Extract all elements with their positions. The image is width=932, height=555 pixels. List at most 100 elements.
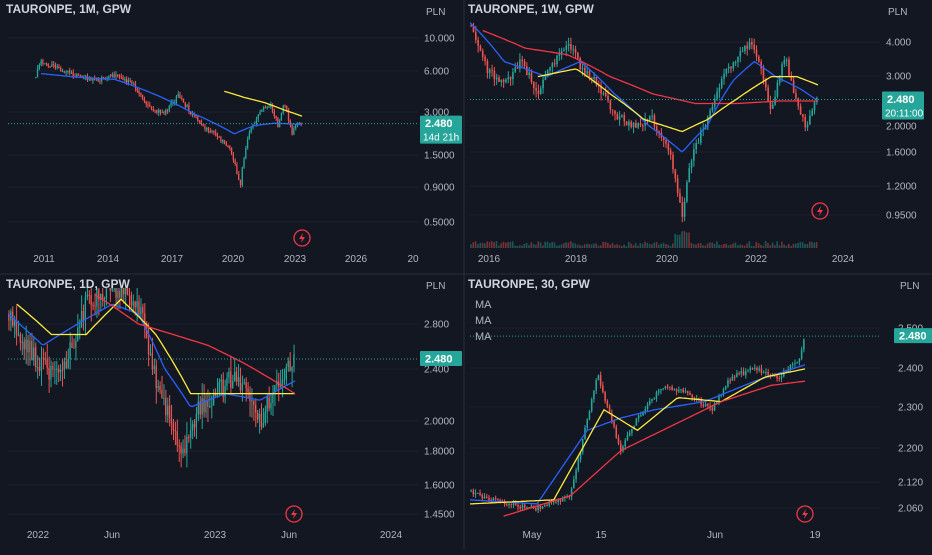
candle — [113, 71, 115, 79]
candle-body — [615, 426, 618, 438]
candle-body — [671, 387, 673, 391]
moving-average-line — [470, 368, 806, 505]
candle-body — [38, 366, 41, 371]
candle-body — [258, 413, 261, 420]
volume-bar — [588, 244, 591, 248]
candle-body — [711, 106, 714, 111]
candle — [147, 101, 149, 109]
candle-body — [593, 76, 595, 79]
candle — [608, 404, 611, 414]
moving-average-line — [8, 303, 296, 408]
candle-body — [113, 74, 115, 78]
candle-body — [481, 50, 484, 57]
candle-body — [776, 82, 779, 97]
lightning-icon-ring — [293, 229, 311, 247]
candle — [43, 63, 46, 65]
candle-body — [783, 59, 786, 65]
candle-body — [479, 492, 481, 495]
candle-body — [539, 88, 542, 95]
candle — [262, 407, 264, 428]
candle-body — [548, 501, 551, 506]
lightning-icon — [293, 229, 311, 247]
y-tick-label: 2.120 — [898, 478, 923, 489]
candle-body — [477, 492, 479, 494]
candle-body — [63, 71, 65, 73]
candle-body — [72, 72, 74, 77]
candle-body — [623, 115, 626, 122]
candle — [727, 63, 730, 74]
candle — [570, 37, 572, 54]
candle-body — [776, 375, 778, 379]
volume-bar — [495, 241, 498, 248]
candle — [516, 61, 519, 69]
candle — [519, 504, 522, 512]
candle-body — [153, 365, 155, 370]
candle-body — [485, 496, 488, 498]
candle-body — [203, 398, 205, 413]
candle — [291, 366, 293, 388]
volume-bar — [808, 241, 811, 248]
candle-body — [101, 294, 104, 300]
candle — [749, 365, 752, 374]
candle-body — [83, 77, 85, 79]
candle — [88, 75, 90, 82]
candle-body — [209, 406, 211, 408]
candle — [577, 51, 579, 60]
candle — [119, 288, 121, 310]
candle-body — [474, 32, 477, 40]
candle-body — [635, 418, 638, 426]
candle-body — [264, 107, 266, 109]
candle — [287, 107, 290, 124]
volume-bar — [683, 231, 686, 248]
candle-body — [168, 405, 171, 419]
legend-label-ma: MA — [475, 331, 492, 343]
volume-bar — [528, 245, 530, 248]
candle — [628, 430, 631, 437]
volume-bar — [491, 241, 493, 248]
candle-body — [122, 288, 125, 295]
candle-body — [727, 66, 730, 69]
candle-body — [33, 347, 35, 361]
candle-body — [227, 145, 229, 147]
candle-body — [602, 93, 605, 95]
candle — [544, 503, 546, 508]
candle-body — [174, 430, 176, 432]
candle-body — [262, 423, 264, 428]
candle-body — [124, 288, 127, 295]
candle-body — [276, 381, 278, 386]
candle — [178, 439, 180, 462]
candle — [498, 75, 500, 83]
volume-bar — [685, 232, 688, 248]
candle — [477, 492, 479, 494]
candle-body — [175, 96, 177, 103]
candle — [756, 366, 758, 374]
candle-body — [495, 77, 498, 80]
candle — [105, 288, 108, 306]
candle-body — [170, 102, 172, 106]
candle — [143, 96, 145, 104]
candle-body — [672, 154, 674, 170]
candle-body — [707, 404, 709, 406]
y-tick-label: 10.000 — [424, 34, 455, 45]
volume-bar — [767, 242, 769, 248]
candle-body — [680, 389, 682, 391]
price-badge-countdown: 20:11:00 — [885, 109, 924, 120]
volume-bar — [623, 244, 625, 248]
candle — [542, 76, 544, 94]
candle-body — [92, 305, 94, 307]
candle — [486, 58, 489, 79]
candle-body — [514, 503, 517, 505]
volume-bar — [678, 234, 681, 248]
candle-body — [546, 70, 549, 75]
candle-body — [230, 371, 232, 389]
candle — [642, 410, 644, 417]
candle-body — [88, 294, 90, 296]
candle-body — [722, 389, 725, 395]
candle — [188, 434, 190, 443]
candle-body — [493, 70, 496, 80]
volume-bar — [730, 244, 732, 248]
candle — [232, 374, 234, 389]
candle — [205, 126, 208, 133]
candle — [803, 338, 805, 353]
